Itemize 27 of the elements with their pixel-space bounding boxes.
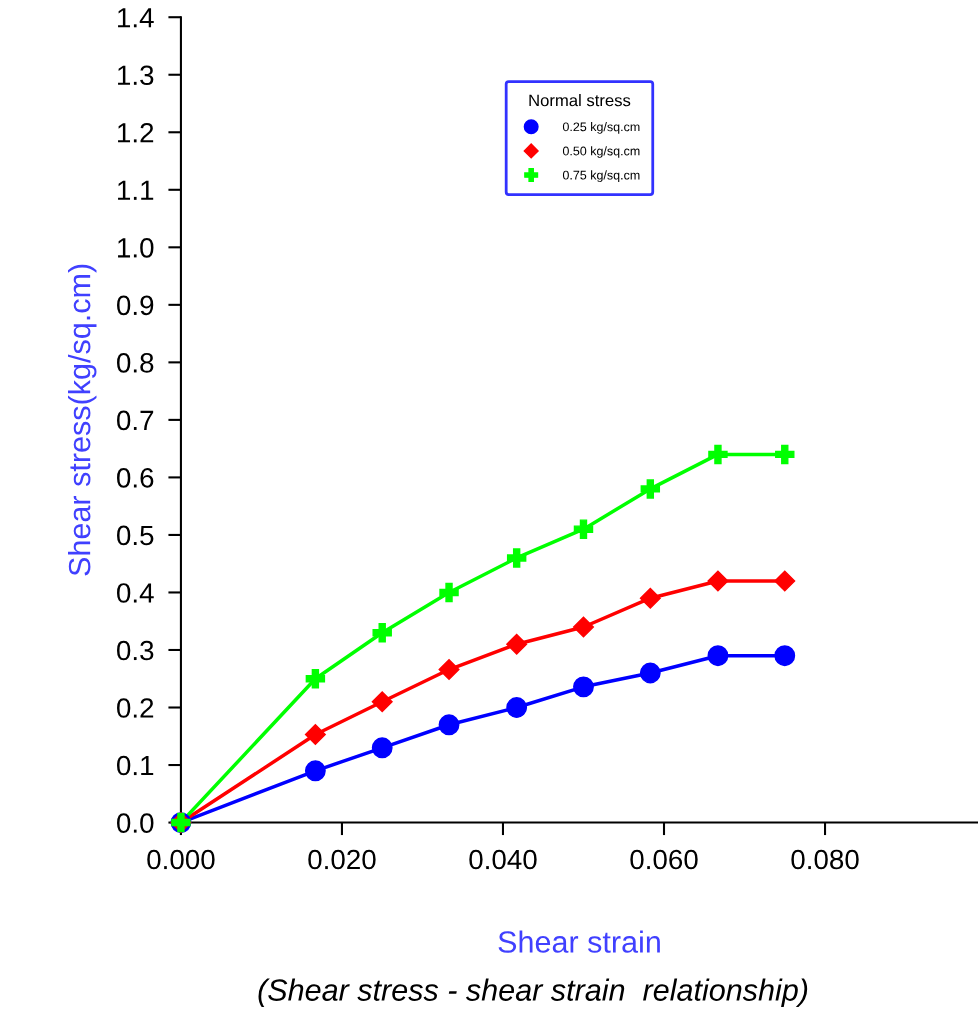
x-tick-label: 0.040 (469, 849, 537, 870)
legend-title: Normal stress (529, 94, 631, 107)
x-tick-label: 0.000 (147, 849, 215, 870)
y-tick-label: 0.0 (117, 813, 154, 833)
y-tick-label: 0.1 (117, 755, 154, 776)
legend-label: 0.50 kg/sq.cm (562, 146, 640, 158)
y-tick-label: 0.8 (117, 353, 154, 373)
legend-label: 0.75 kg/sq.cm (562, 170, 640, 183)
y-tick-label: 0.5 (117, 525, 154, 546)
x-axis-title: Shear strain (498, 930, 660, 953)
x-tick-label: 0.020 (308, 849, 376, 870)
y-tick-label: 0.2 (117, 698, 154, 718)
y-tick-label: 0.9 (117, 295, 154, 316)
y-axis-title: Shear stress(kg/sq.cm) (68, 264, 97, 576)
x-tick-label: 0.080 (791, 849, 859, 870)
y-tick-label: 1.3 (118, 65, 154, 86)
legend-label: 0.25 kg/sq.cm (562, 122, 640, 134)
y-tick-label: 1.1 (118, 180, 154, 200)
text: (Shear stress - shear strain relationship) (258, 978, 808, 1007)
y-tick-label: 0.4 (117, 583, 154, 603)
x-tick-label: 0.060 (630, 849, 698, 870)
y-tick-label: 1.4 (118, 8, 154, 28)
y-tick-label: 0.6 (117, 468, 154, 488)
y-tick-label: 0.3 (117, 640, 154, 661)
y-tick-label: 0.7 (117, 410, 154, 431)
y-tick-label: 1.0 (118, 237, 154, 258)
y-tick-label: 1.2 (118, 122, 154, 143)
